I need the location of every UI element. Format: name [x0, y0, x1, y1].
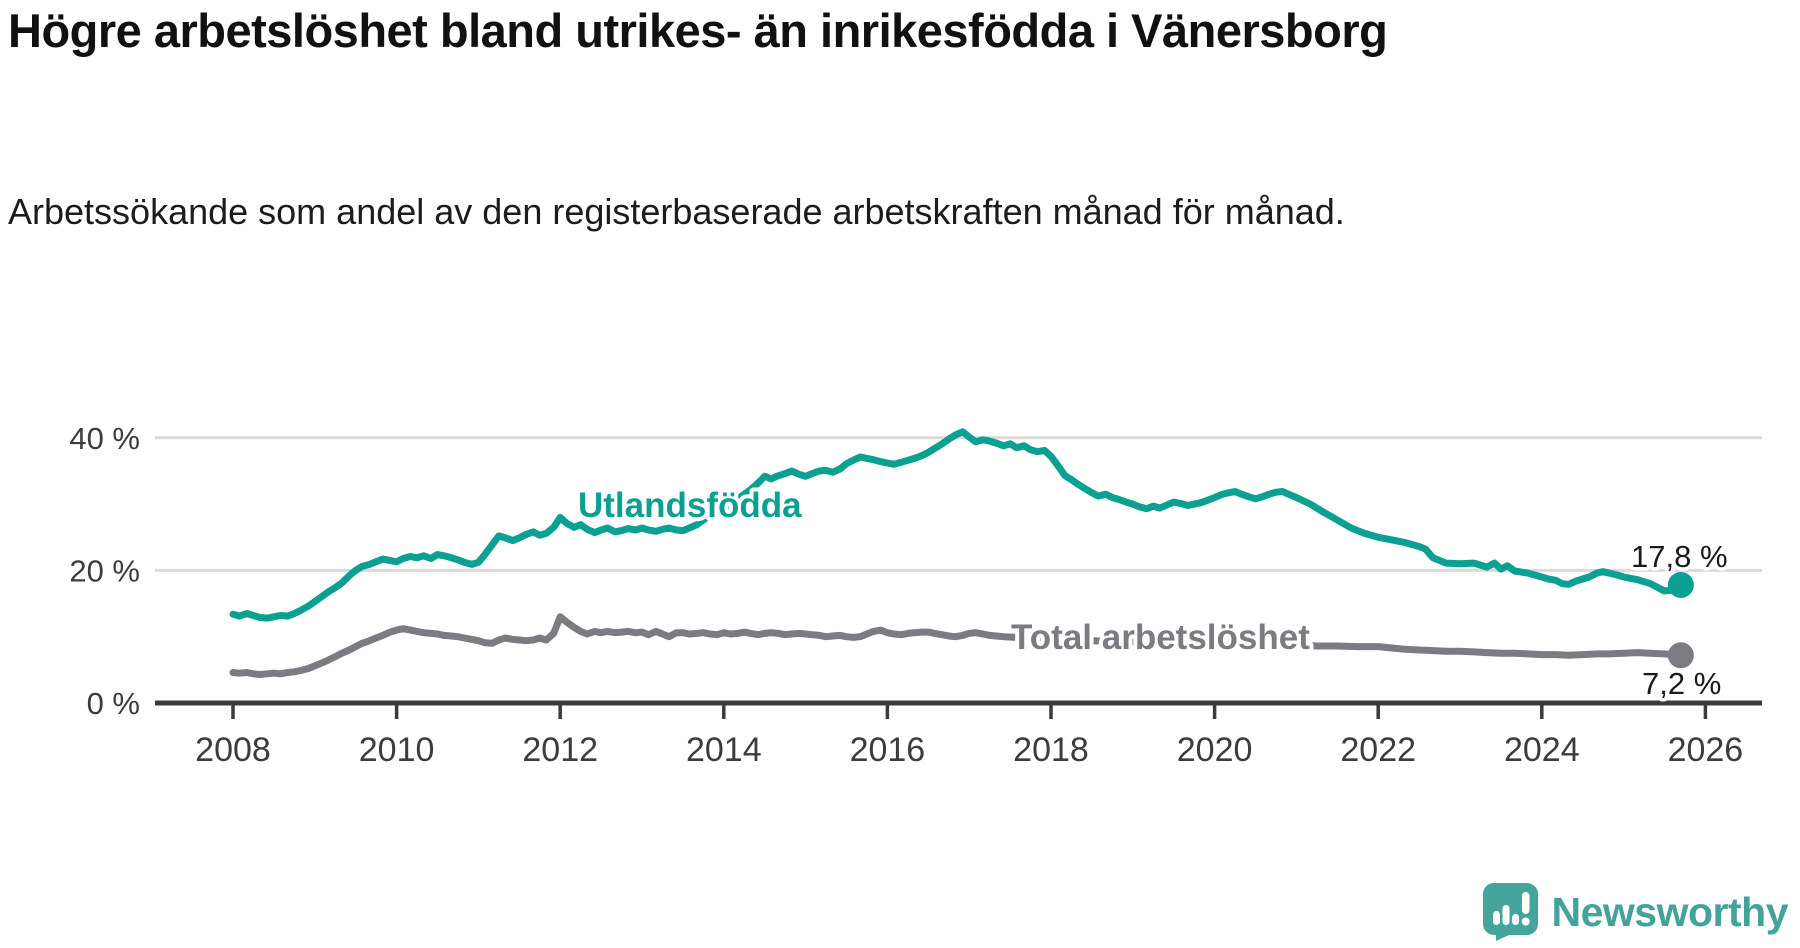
x-axis-tick-label: 2012: [522, 731, 598, 769]
series-line-total: [229, 613, 1685, 678]
x-axis-tick-label: 2016: [850, 731, 926, 769]
x-axis-tick-label: 2014: [686, 731, 762, 769]
end-value-label-utlandsfodda: 17,8 %: [1631, 539, 1728, 574]
x-axis-tick-label: 2022: [1340, 731, 1416, 769]
x-axis-tick-label: 2010: [359, 731, 435, 769]
series-label-total-arbetsloshet: Total arbetslöshet: [1011, 618, 1310, 657]
x-axis-tick-label: 2008: [195, 731, 271, 769]
series-line-utlandsfodda: [229, 428, 1685, 622]
x-axis-tick-label: 2024: [1504, 731, 1580, 769]
series-label-utlandsfodda: Utlandsfödda: [578, 486, 802, 525]
newsworthy-logo-text: Newsworthy: [1551, 888, 1789, 935]
newsworthy-logo-icon: [1482, 883, 1538, 941]
newsworthy-logo: Newsworthy: [1482, 882, 1789, 942]
end-value-label-total: 7,2 %: [1642, 666, 1721, 701]
x-axis-tick-label: 2020: [1177, 731, 1253, 769]
series-end-dot-total: [1667, 642, 1694, 669]
y-axis-tick-label: 40 %: [69, 421, 140, 456]
axis-layer: 0 % 20 % 40 % 2008 2010 2012 2014 2016 2018 2020 2…: [69, 421, 1762, 769]
x-axis-tick-label: 2026: [1668, 731, 1744, 769]
page-title: Högre arbetslöshet bland utrikes- än inr…: [8, 4, 1388, 57]
grid-layer: [155, 436, 1762, 572]
page-subtitle: Arbetssökande som andel av den registerb…: [8, 191, 1345, 232]
x-axis-tick-label: 2018: [1013, 731, 1089, 769]
y-axis-tick-label: 0 %: [87, 686, 140, 721]
series-end-dot-utlandsfodda: [1667, 571, 1694, 598]
y-axis-tick-label: 20 %: [69, 553, 140, 588]
series-layer: [229, 428, 1694, 678]
